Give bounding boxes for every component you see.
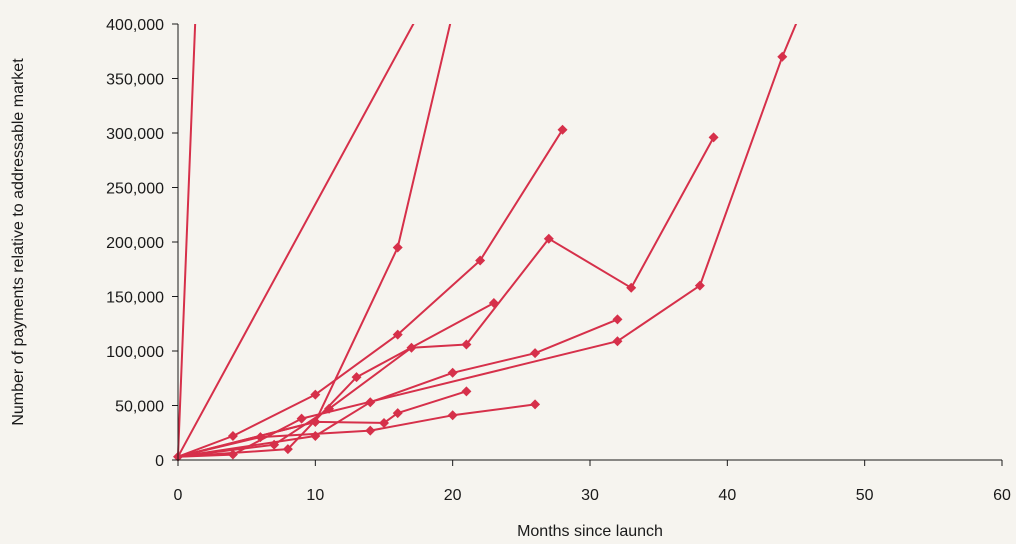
y-tick-label: 300,000 xyxy=(106,126,164,143)
series-7-point xyxy=(310,431,321,442)
series-7-point xyxy=(612,314,623,325)
series-line-8 xyxy=(177,24,798,458)
y-tick-label: 200,000 xyxy=(106,235,164,252)
series-5-point xyxy=(543,233,554,244)
y-tick-label: 100,000 xyxy=(106,344,164,361)
series-line-2 xyxy=(177,24,415,458)
y-tick-label: 50,000 xyxy=(115,399,164,416)
x-tick-label: 60 xyxy=(993,487,1011,504)
series-9-point xyxy=(447,410,458,421)
y-tick-label: 400,000 xyxy=(106,17,164,34)
series-layer xyxy=(173,8,798,462)
y-tick-label: 0 xyxy=(155,453,164,470)
series-7-point xyxy=(447,367,458,378)
series-10-point xyxy=(310,416,321,427)
series-8-point xyxy=(777,51,788,62)
y-tick-label: 250,000 xyxy=(106,181,164,198)
series-6-point xyxy=(488,298,499,309)
series-10-point xyxy=(392,408,403,419)
series-5-point xyxy=(461,339,472,350)
series-7-point xyxy=(530,348,541,359)
series-8-point xyxy=(227,449,238,460)
x-tick-label: 40 xyxy=(718,487,736,504)
series-9-point xyxy=(365,425,376,436)
x-tick-label: 0 xyxy=(174,487,183,504)
series-6-point xyxy=(351,372,362,383)
y-axis-title: Number of payments relative to addressab… xyxy=(10,58,27,426)
series-3-point xyxy=(448,8,458,18)
series-line-7 xyxy=(177,318,619,458)
x-ticks: 0 10 20 30 40 50 60 xyxy=(174,460,1011,504)
x-tick-label: 50 xyxy=(856,487,874,504)
series-4-point xyxy=(227,431,238,442)
series-6-point xyxy=(282,444,293,455)
y-tick-label: 350,000 xyxy=(106,72,164,89)
y-ticks: 0 50,000 100,000 150,000 200,000 250,000 300,0… xyxy=(106,17,178,470)
series-9-point xyxy=(530,399,541,410)
series-4-point xyxy=(557,124,568,135)
series-5-point xyxy=(626,282,637,293)
series-8-point xyxy=(612,336,623,347)
x-axis-title: Months since launch xyxy=(517,523,663,540)
x-tick-label: 20 xyxy=(444,487,462,504)
series-4-point xyxy=(392,329,403,340)
series-8-point xyxy=(694,280,705,291)
x-tick-label: 30 xyxy=(581,487,599,504)
series-3-point xyxy=(392,242,403,253)
series-10-point xyxy=(461,386,472,397)
series-8-point xyxy=(296,413,307,424)
series-4-point xyxy=(475,255,486,266)
series-4-point xyxy=(310,389,321,400)
series-line-5 xyxy=(177,136,715,458)
series-5-point xyxy=(708,132,719,143)
y-tick-label: 150,000 xyxy=(106,290,164,307)
series-line-4 xyxy=(177,128,564,458)
series-10-point xyxy=(379,417,389,428)
x-tick-label: 10 xyxy=(306,487,324,504)
series-line-1 xyxy=(177,24,197,458)
